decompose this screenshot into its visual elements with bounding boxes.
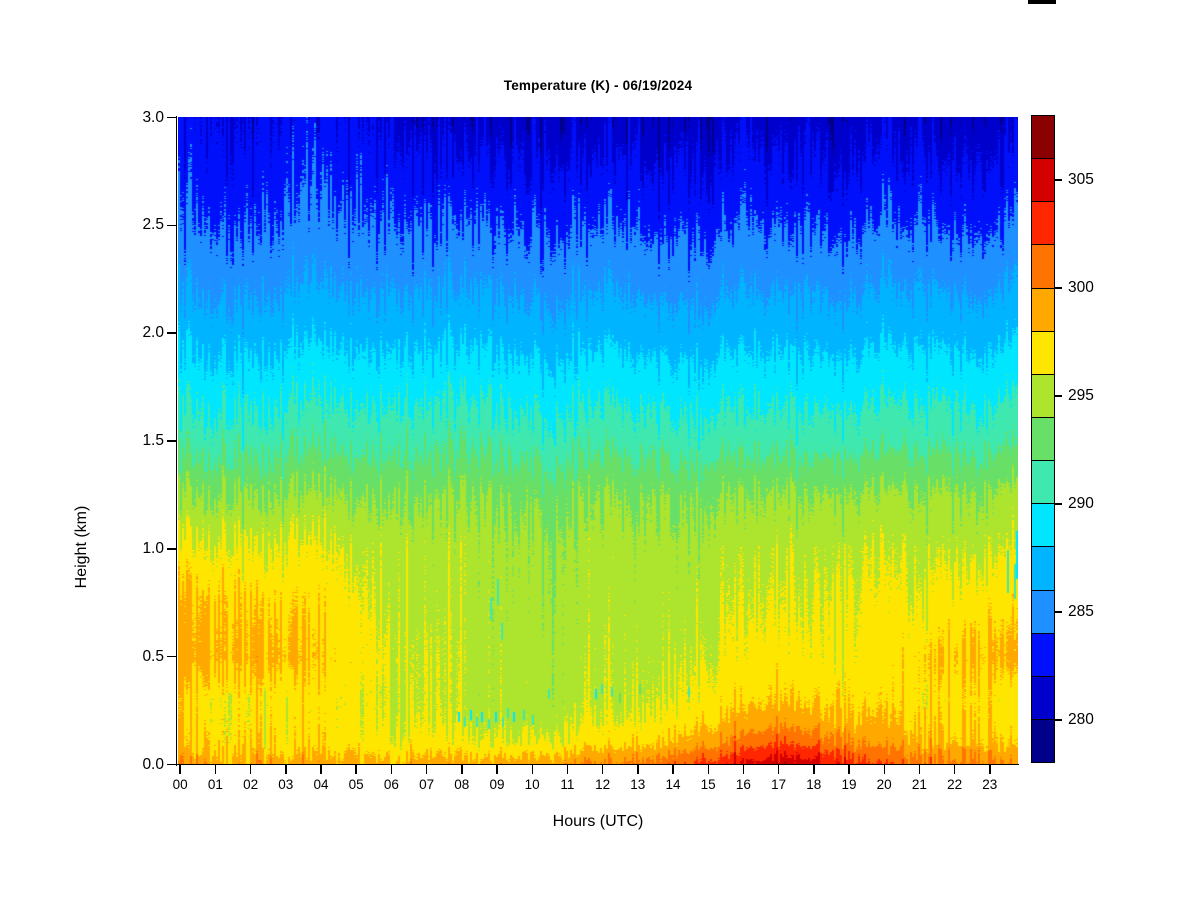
x-tick-label: 00 xyxy=(172,777,188,792)
colorbar-segment xyxy=(1032,116,1054,160)
chart-title: Temperature (K) - 06/19/2024 xyxy=(503,78,693,93)
colorbar-segment xyxy=(1032,461,1054,505)
colorbar-segment xyxy=(1032,202,1054,246)
colorbar-segment xyxy=(1032,374,1054,418)
x-tick-label: 12 xyxy=(595,777,611,792)
colorbar-tick-label: 290 xyxy=(1068,494,1094,512)
x-tickmark xyxy=(531,765,533,774)
x-tickmark xyxy=(883,765,885,774)
y-tickmark xyxy=(167,655,176,658)
y-tick-label: 2.5 xyxy=(142,216,164,234)
y-tick-label: 0.5 xyxy=(142,647,164,665)
colorbar-tick-label: 305 xyxy=(1068,170,1094,188)
colorbar-segment xyxy=(1032,245,1054,289)
x-tick-label: 13 xyxy=(630,777,646,792)
x-tickmark xyxy=(179,765,181,774)
x-tick-label: 16 xyxy=(735,777,751,792)
x-tickmark xyxy=(496,765,498,774)
colorbar-segment xyxy=(1032,417,1054,462)
x-tick-label: 01 xyxy=(207,777,223,792)
x-tick-label: 14 xyxy=(665,777,681,792)
x-tickmark xyxy=(989,765,991,774)
x-tick-label: 05 xyxy=(348,777,364,792)
colorbar-segment xyxy=(1032,331,1054,375)
x-tick-label: 19 xyxy=(841,777,857,792)
y-tickmark xyxy=(167,332,176,334)
x-tick-label: 03 xyxy=(278,777,294,792)
x-tick-label: 02 xyxy=(243,777,259,792)
x-tickmark xyxy=(707,765,709,774)
x-tickmark xyxy=(953,765,956,774)
y-tickmark xyxy=(167,224,176,227)
colorbar-tickmark xyxy=(1055,719,1062,721)
colorbar-tick-label: 295 xyxy=(1068,386,1094,404)
x-axis-title: Hours (UTC) xyxy=(552,813,644,830)
x-tick-label: 07 xyxy=(419,777,435,792)
y-tick-label: 0.0 xyxy=(142,755,164,773)
x-tick-label: 10 xyxy=(524,777,540,792)
colorbar-tick-label: 300 xyxy=(1068,278,1094,296)
colorbar-tick-label: 285 xyxy=(1068,602,1094,620)
y-axis-title: Height (km) xyxy=(73,505,90,589)
heatmap-canvas xyxy=(178,117,1018,765)
x-tickmark xyxy=(813,765,815,774)
colorbar-tick-label: 280 xyxy=(1068,710,1094,728)
y-tick-label: 1.0 xyxy=(142,539,164,557)
x-tickmark xyxy=(320,765,322,774)
x-tickmark xyxy=(742,765,745,774)
x-tick-label: 15 xyxy=(700,777,716,792)
y-tickmark xyxy=(167,548,176,550)
x-tick-label: 04 xyxy=(313,777,329,792)
x-tickmark xyxy=(918,765,921,774)
y-axis-line xyxy=(175,116,177,766)
colorbar-tickmark xyxy=(1055,287,1062,289)
x-tickmark xyxy=(601,765,604,774)
x-tickmark xyxy=(848,765,850,774)
y-tickmark xyxy=(167,440,176,442)
x-tick-label: 11 xyxy=(560,777,575,792)
x-tickmark xyxy=(637,765,639,774)
x-tick-label: 09 xyxy=(489,777,505,792)
colorbar xyxy=(1031,115,1055,763)
y-tick-label: 3.0 xyxy=(142,108,164,126)
x-tickmark xyxy=(461,765,463,774)
y-tickmark xyxy=(167,116,176,119)
x-tick-label: 20 xyxy=(876,777,892,792)
x-tickmark xyxy=(566,765,569,774)
x-tick-label: 06 xyxy=(383,777,399,792)
colorbar-segment xyxy=(1032,719,1054,763)
x-tickmark xyxy=(672,765,674,774)
colorbar-tickmark xyxy=(1055,611,1062,613)
y-tick-label: 1.5 xyxy=(142,432,164,449)
colorbar-segment xyxy=(1032,159,1054,203)
colorbar-segment xyxy=(1032,547,1054,591)
x-axis-line xyxy=(175,763,1019,765)
x-tickmark xyxy=(425,765,428,774)
x-tick-label: 21 xyxy=(911,777,927,792)
colorbar-tickmark xyxy=(1055,503,1062,505)
x-tick-label: 18 xyxy=(806,777,822,792)
x-tickmark xyxy=(249,765,252,774)
colorbar-segment xyxy=(1032,504,1054,548)
x-tickmark xyxy=(214,765,217,774)
x-tickmark xyxy=(777,765,780,774)
screen-artifact-mark xyxy=(1028,0,1056,4)
colorbar-segment xyxy=(1032,288,1054,332)
x-tick-label: 23 xyxy=(982,777,998,792)
y-tickmark xyxy=(167,763,176,766)
x-tickmark xyxy=(285,765,287,774)
colorbar-segment xyxy=(1032,633,1054,677)
x-tick-label: 08 xyxy=(454,777,470,792)
x-tickmark xyxy=(355,765,357,774)
x-tickmark xyxy=(390,765,393,774)
x-tick-label: 17 xyxy=(771,777,787,792)
x-tick-label: 22 xyxy=(947,777,963,792)
y-tick-label: 2.0 xyxy=(142,324,164,342)
colorbar-segment xyxy=(1032,676,1054,720)
colorbar-tickmark xyxy=(1055,395,1062,397)
colorbar-tickmark xyxy=(1055,179,1062,181)
colorbar-segment xyxy=(1032,590,1054,634)
